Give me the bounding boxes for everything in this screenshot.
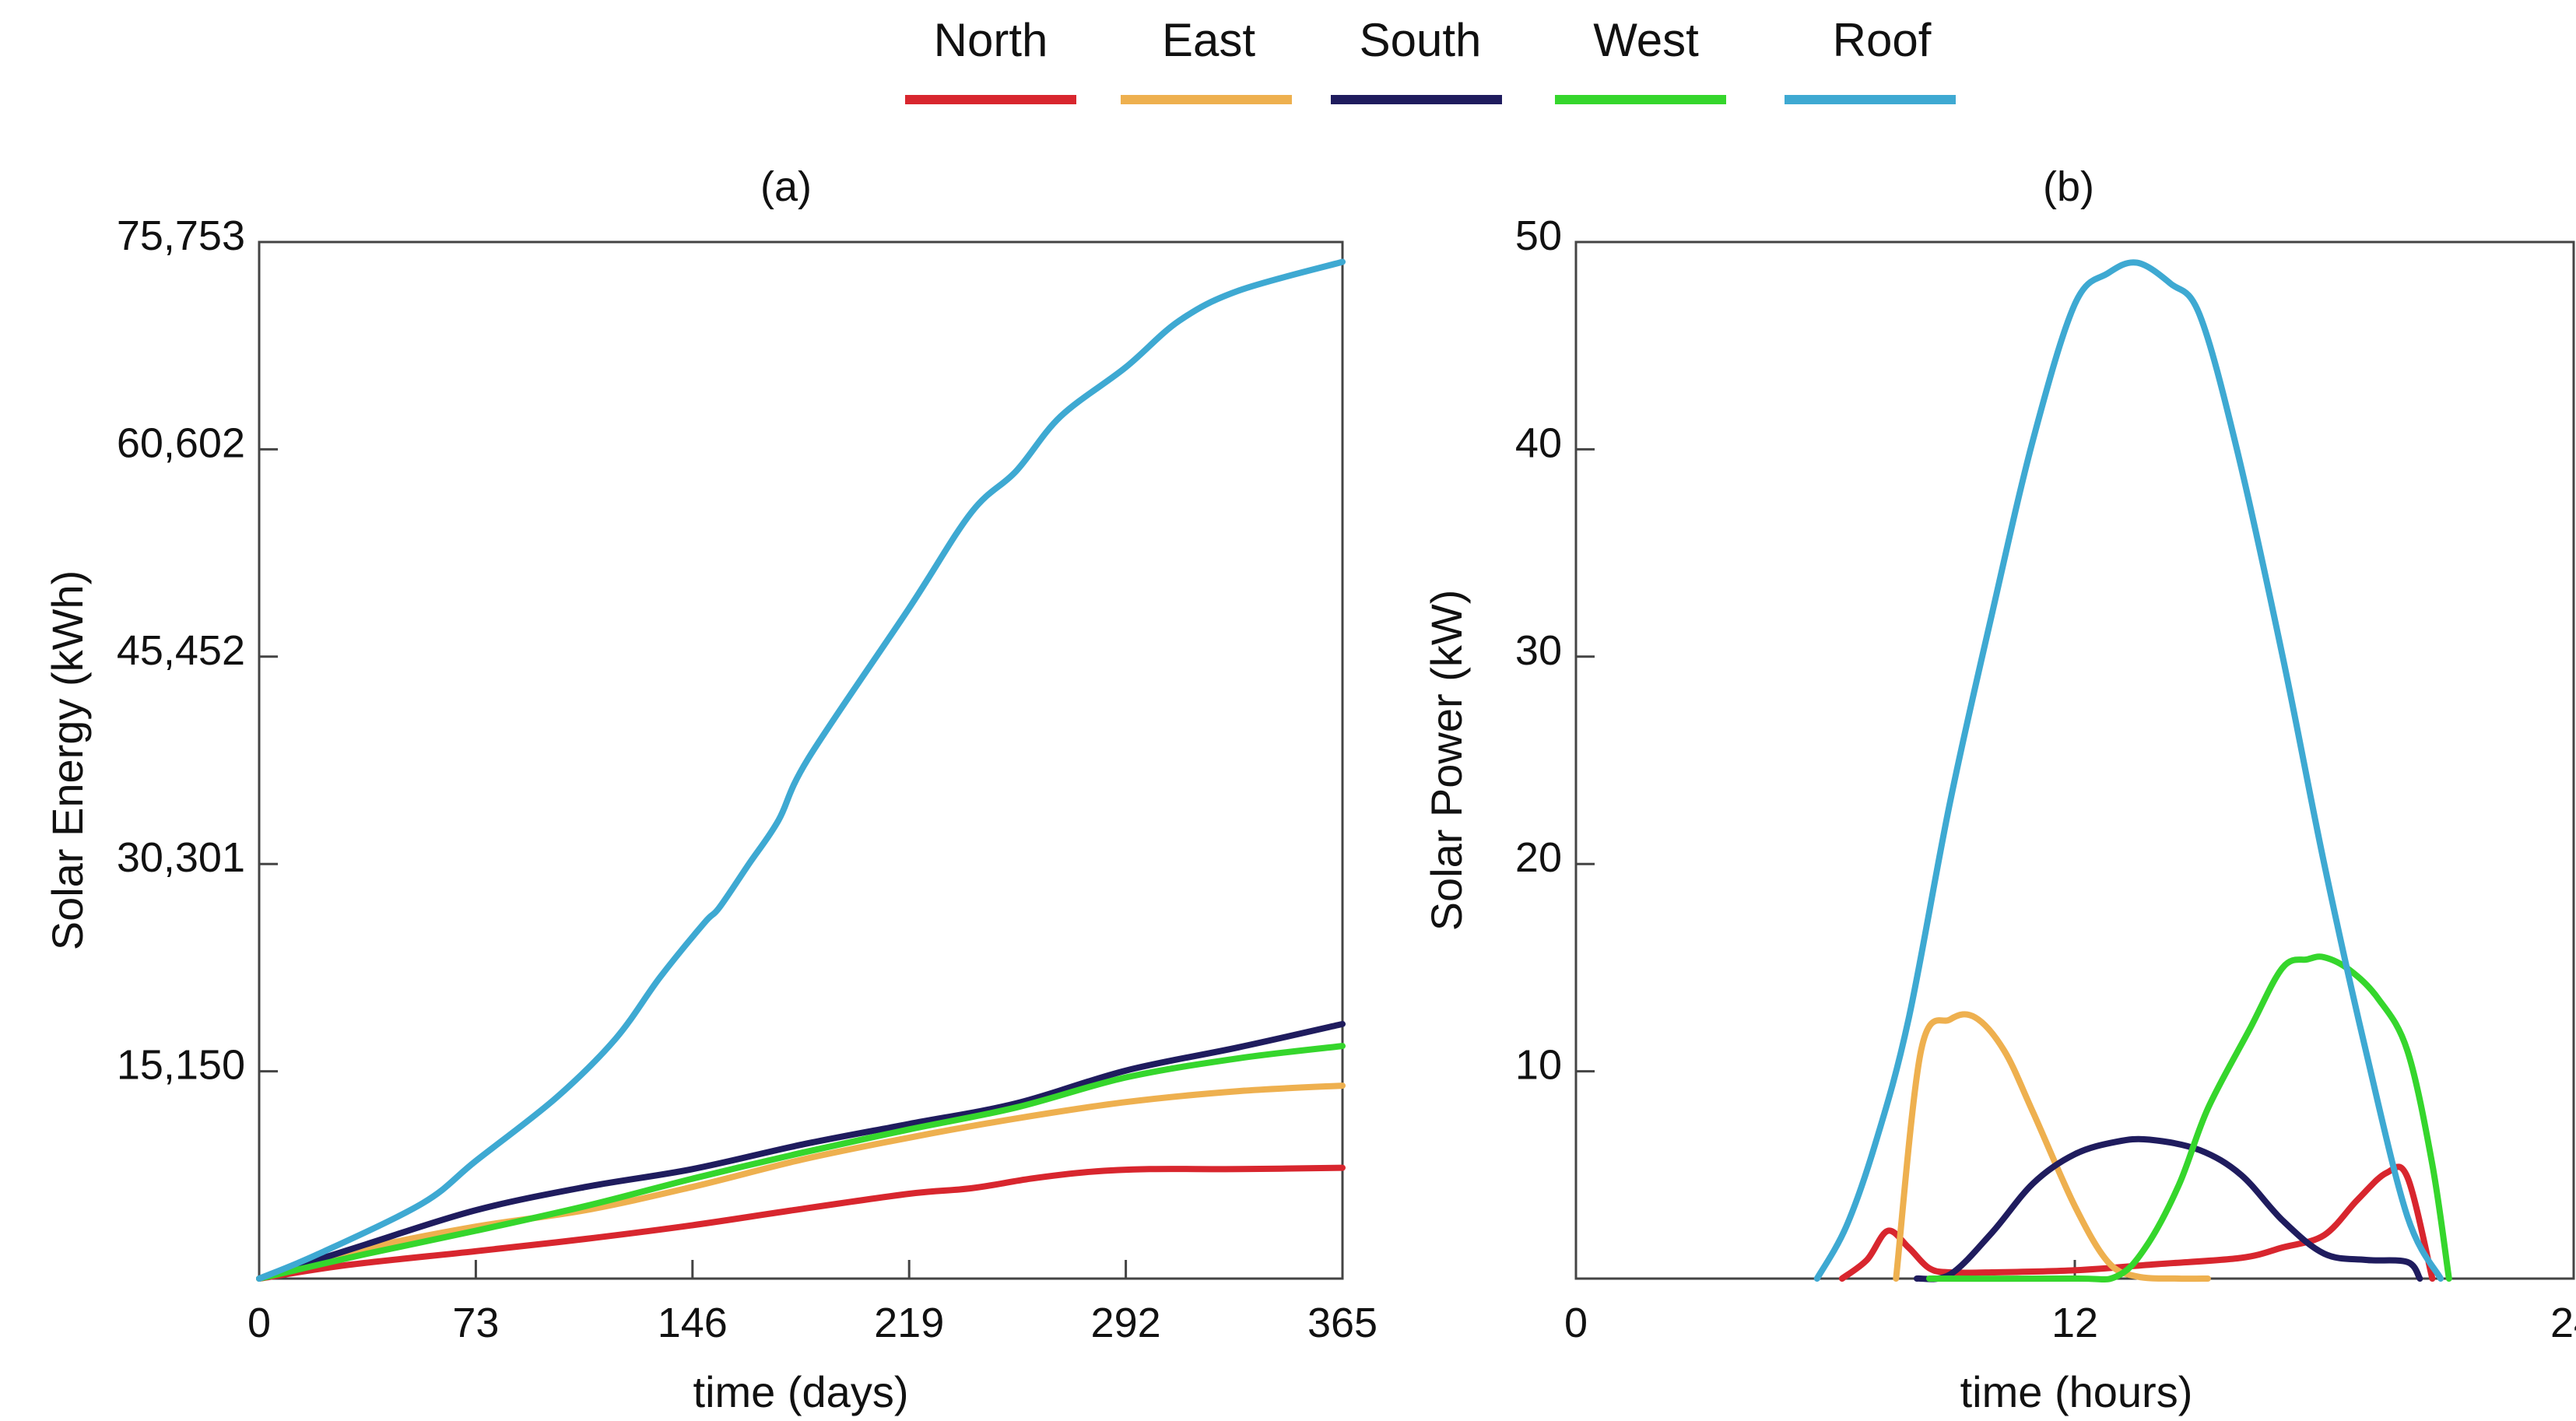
- panel-a-ytick-label: 60,602: [117, 419, 245, 466]
- legend-item-east: East: [1121, 14, 1292, 104]
- panel-a: (a) 0 73 146 219 292 365 15,150 30,301 45,452 60,…: [43, 163, 1377, 1416]
- panel-b-line-east: [1893, 1011, 2211, 1282]
- panel-b-xtick-label: 24: [2550, 1300, 2576, 1346]
- panel-b-xlabel: time (hours): [1960, 1367, 2193, 1416]
- panel-a-series: [256, 258, 1346, 1282]
- panel-b-xtick-label: 0: [1564, 1300, 1588, 1346]
- panel-a-line-west: [256, 1043, 1346, 1282]
- panel-a-ticks: 0 73 146 219 292 365 15,150 30,301 45,452 60,602 7…: [117, 212, 1377, 1346]
- legend-item-north: North: [905, 14, 1076, 104]
- panel-b-line-roof: [1813, 259, 2444, 1282]
- legend: North East South West Roof: [905, 14, 1956, 104]
- panel-a-ylabel: Solar Energy (kWh): [43, 570, 92, 951]
- legend-label-north: North: [934, 14, 1048, 66]
- panel-a-ytick-label: 45,452: [117, 627, 245, 674]
- panel-b-line-south: [1914, 1135, 2423, 1282]
- panel-a-xtick-label: 73: [452, 1300, 499, 1346]
- panel-b-ytick-label: 10: [1515, 1042, 1562, 1089]
- panel-a-xtick-label: 219: [874, 1300, 944, 1346]
- panel-a-line-south: [256, 1020, 1346, 1282]
- panel-b-line-west: [1926, 953, 2452, 1283]
- legend-label-east: East: [1162, 14, 1255, 66]
- panel-a-xtick-label: 292: [1091, 1300, 1161, 1346]
- panel-b-ylabel: Solar Power (kW): [1422, 590, 1471, 932]
- panel-a-plot-frame: [258, 240, 1344, 1280]
- panel-b: (b) 0 12 24 10 20 30 40 50 time (hours) Solar P…: [1422, 163, 2576, 1416]
- legend-label-roof: Roof: [1833, 14, 1932, 66]
- panel-b-series: [1813, 259, 2452, 1283]
- legend-label-south: South: [1360, 14, 1482, 66]
- legend-item-west: West: [1555, 14, 1726, 104]
- panel-a-line-roof: [256, 258, 1346, 1282]
- panel-a-xlabel: time (days): [693, 1367, 909, 1416]
- legend-label-west: West: [1593, 14, 1699, 66]
- panel-b-xtick-label: 12: [2051, 1300, 2098, 1346]
- panel-a-line-east: [256, 1082, 1346, 1282]
- panel-a-ytick-label: 15,150: [117, 1042, 245, 1089]
- legend-item-roof: Roof: [1785, 14, 1956, 104]
- panel-a-ytick-label: 30,301: [117, 834, 245, 881]
- panel-a-xtick-label: 365: [1307, 1300, 1377, 1346]
- panel-b-ticks: 0 12 24 10 20 30 40 50: [1515, 212, 2576, 1346]
- panel-a-ytick-label: 75,753: [117, 212, 245, 259]
- panel-a-xtick-label: 146: [658, 1300, 728, 1346]
- panel-b-ytick-label: 40: [1515, 419, 1562, 466]
- panel-b-ytick-label: 50: [1515, 212, 1562, 259]
- panel-a-title: (a): [760, 163, 812, 210]
- panel-b-ytick-label: 30: [1515, 627, 1562, 674]
- panel-b-title: (b): [2043, 163, 2094, 210]
- legend-item-south: South: [1331, 14, 1502, 104]
- panel-a-line-north: [256, 1164, 1346, 1282]
- panel-a-xtick-label: 0: [247, 1300, 271, 1346]
- panel-b-ytick-label: 20: [1515, 834, 1562, 881]
